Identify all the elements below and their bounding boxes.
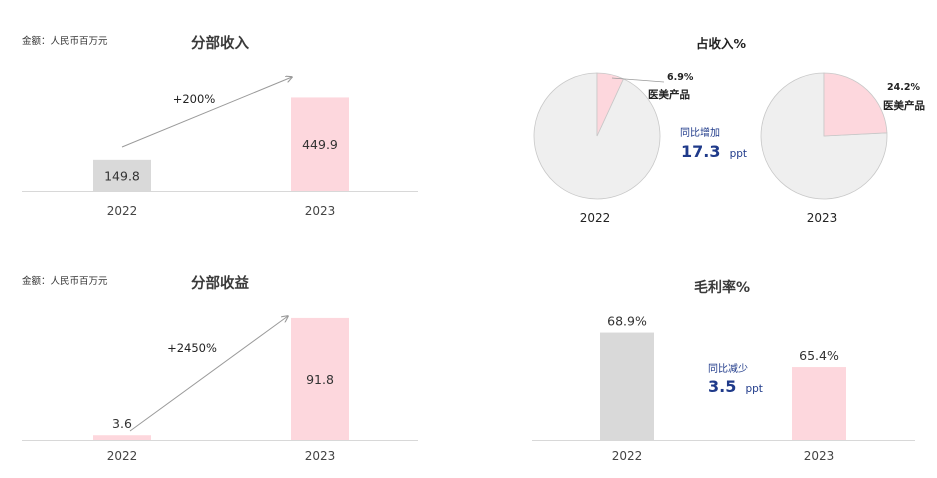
slice-category-label: 医美产品 xyxy=(648,88,690,101)
x-tick-label: 2022 xyxy=(612,449,643,463)
chart-title: 分部收益 xyxy=(191,274,249,292)
x-tick-label: 2023 xyxy=(804,449,835,463)
change-caption: 同比增加 xyxy=(680,126,720,139)
change-value: 3.5 ppt xyxy=(708,377,763,396)
bar-value-label: 65.4% xyxy=(799,348,839,363)
unit-note: 金额：人民币百万元 xyxy=(22,35,108,47)
bar-2023 xyxy=(792,367,846,440)
x-tick-label: 2023 xyxy=(305,204,336,218)
change-number: 17.3 xyxy=(681,142,720,161)
bar-value-label: 449.9 xyxy=(302,137,338,152)
bar-series: 149.8 449.9 xyxy=(93,97,349,191)
change-unit: ppt xyxy=(745,383,762,395)
growth-label: +2450% xyxy=(167,341,217,355)
pie-series xyxy=(533,72,888,200)
bar-series: 68.9% 65.4% xyxy=(600,314,846,440)
bar-value-label: 91.8 xyxy=(306,372,334,387)
pie-year-label: 2022 xyxy=(580,211,611,225)
chart-title: 分部收入 xyxy=(191,34,249,52)
slice-category-label: 医美产品 xyxy=(883,99,925,112)
growth-arrow xyxy=(129,316,288,432)
slice-leader-line xyxy=(611,77,665,83)
bar-value-label: 3.6 xyxy=(112,416,132,431)
chart-title: 毛利率% xyxy=(694,279,750,296)
x-tick-label: 2022 xyxy=(107,449,138,463)
gross-margin-panel: 毛利率% 68.9% 65.4% 同比减少 3.5 ppt 2022 2023 xyxy=(532,279,915,463)
bar-2022 xyxy=(600,332,654,440)
unit-note: 金额：人民币百万元 xyxy=(22,275,108,287)
bar-series: 3.6 91.8 xyxy=(93,317,349,440)
segment-profit-panel: 金额：人民币百万元 分部收益 3.6 91.8 +2450% 2022 2023 xyxy=(22,274,418,463)
bar-2023 xyxy=(291,317,349,440)
growth-label: +200% xyxy=(173,92,216,106)
bar-2022 xyxy=(93,159,151,191)
x-tick-label: 2022 xyxy=(107,204,138,218)
bar-2022 xyxy=(93,435,151,440)
bar-2023 xyxy=(291,97,349,191)
pie-year-label: 2023 xyxy=(807,211,838,225)
slice-value-label: 24.2% xyxy=(887,82,920,93)
pie-slice-highlight-2023 xyxy=(823,72,888,137)
change-value: 17.3 ppt xyxy=(681,142,747,161)
x-tick-label: 2023 xyxy=(305,449,336,463)
chart-title: 占收入% xyxy=(696,36,747,51)
change-unit: ppt xyxy=(730,148,747,160)
growth-arrow xyxy=(121,77,292,148)
bar-value-label: 149.8 xyxy=(104,168,140,183)
change-caption: 同比减少 xyxy=(708,363,748,375)
bar-value-label: 68.9% xyxy=(607,314,647,329)
segment-revenue-panel: 金额：人民币百万元 分部收入 149.8 449.9 +200% 2022 202… xyxy=(22,34,418,218)
revenue-share-panel: 占收入% 6.9% 医美产品 24.2% 医美产品 同比增加 17.3 ppt … xyxy=(533,36,925,225)
slice-value-label: 6.9% xyxy=(667,72,694,83)
change-number: 3.5 xyxy=(708,377,736,396)
